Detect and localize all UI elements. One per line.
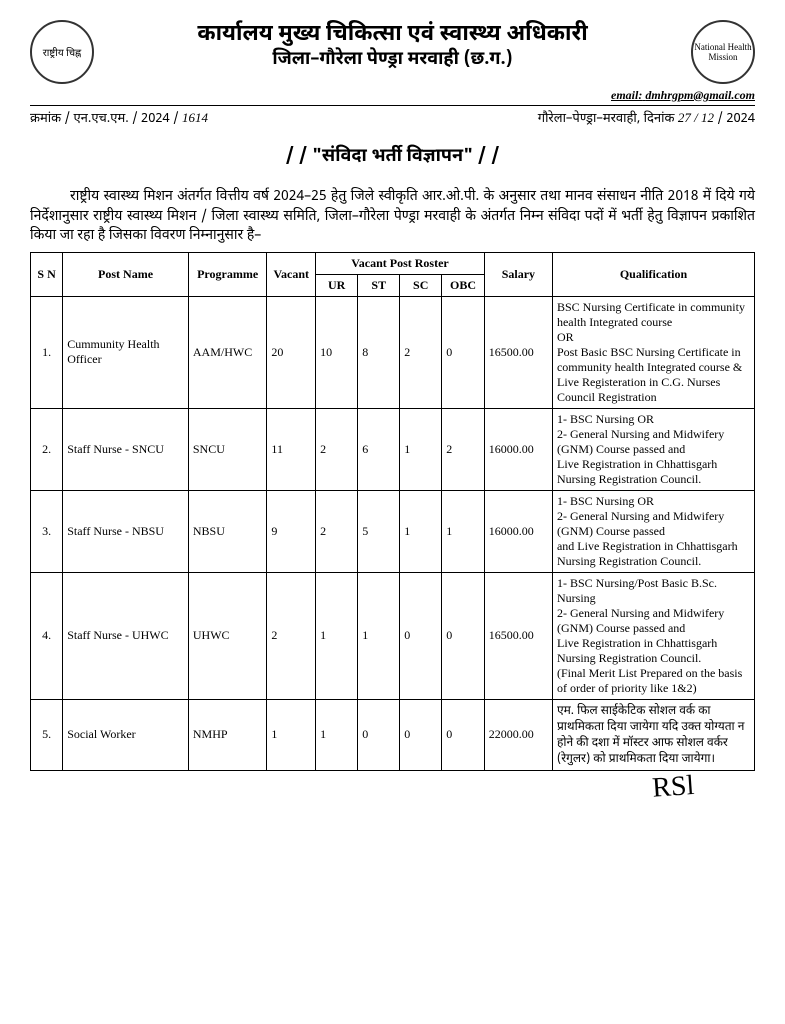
nhm-logo-icon: National Health Mission [691, 20, 755, 84]
table-row: 5.Social WorkerNMHP1100022000.00एम. फिल … [31, 699, 755, 770]
th-salary: Salary [484, 252, 552, 296]
th-st: ST [358, 274, 400, 296]
cell-sn: 1. [31, 296, 63, 408]
cell-obc: 1 [442, 490, 485, 572]
th-sc: SC [400, 274, 442, 296]
cell-post: Staff Nurse - SNCU [63, 408, 189, 490]
cell-st: 8 [358, 296, 400, 408]
email-value: dmhrgpm@gmail.com [645, 88, 755, 102]
reference-row: क्रमांक / एन.एच.एम. / 2024 / 1614 गौरेला… [30, 105, 755, 128]
notice-title: / / "संविदा भर्ती विज्ञापन" / / [30, 146, 755, 169]
cell-vacant: 9 [267, 490, 316, 572]
cell-programme: NBSU [188, 490, 267, 572]
cell-programme: UHWC [188, 572, 267, 699]
table-header-row-1: S N Post Name Programme Vacant Vacant Po… [31, 252, 755, 274]
ref-right: गौरेला–पेण्ड्रा–मरवाही, दिनांक 27 / 12 /… [538, 110, 755, 128]
cell-programme: AAM/HWC [188, 296, 267, 408]
cell-programme: SNCU [188, 408, 267, 490]
cell-st: 6 [358, 408, 400, 490]
cell-qualification: एम. फिल साईकेटिक सोशल वर्क का प्राथमिकता… [552, 699, 754, 770]
cell-st: 5 [358, 490, 400, 572]
cell-salary: 16000.00 [484, 490, 552, 572]
table-row: 3.Staff Nurse - NBSUNBSU9251116000.001- … [31, 490, 755, 572]
district-title: जिला–गौरेला पेण्ड्रा मरवाही (छ.ग.) [104, 49, 681, 72]
ref-date-hand: 27 / 12 [678, 110, 714, 125]
th-qualification: Qualification [552, 252, 754, 296]
th-ur: UR [316, 274, 358, 296]
vacancy-table: S N Post Name Programme Vacant Vacant Po… [30, 252, 755, 771]
cell-sc: 2 [400, 296, 442, 408]
th-programme: Programme [188, 252, 267, 296]
cell-st: 1 [358, 572, 400, 699]
cell-ur: 10 [316, 296, 358, 408]
cell-salary: 22000.00 [484, 699, 552, 770]
th-roster: Vacant Post Roster [316, 252, 485, 274]
cell-vacant: 11 [267, 408, 316, 490]
signature: RSl [30, 766, 755, 848]
email-label: email: [611, 88, 642, 102]
office-title: कार्यालय मुख्य चिकित्सा एवं स्वास्थ्य अध… [104, 20, 681, 49]
header-titles: कार्यालय मुख्य चिकित्सा एवं स्वास्थ्य अध… [104, 20, 681, 72]
cell-sn: 3. [31, 490, 63, 572]
cell-programme: NMHP [188, 699, 267, 770]
cell-ur: 2 [316, 408, 358, 490]
ref-right-pre: गौरेला–पेण्ड्रा–मरवाही, दिनांक [538, 111, 675, 128]
ref-left: क्रमांक / एन.एच.एम. / 2024 / 1614 [30, 110, 208, 128]
th-obc: OBC [442, 274, 485, 296]
cell-sc: 0 [400, 572, 442, 699]
cell-post: Staff Nurse - NBSU [63, 490, 189, 572]
cell-salary: 16000.00 [484, 408, 552, 490]
cell-sc: 1 [400, 490, 442, 572]
intro-paragraph: राष्ट्रीय स्वास्थ्य मिशन अंतर्गत वित्तीय… [30, 187, 755, 246]
table-row: 1.Cummunity Health OfficerAAM/HWC2010820… [31, 296, 755, 408]
cell-sc: 0 [400, 699, 442, 770]
ref-right-post: / 2024 [717, 111, 755, 128]
cell-obc: 2 [442, 408, 485, 490]
cell-vacant: 20 [267, 296, 316, 408]
cell-post: Staff Nurse - UHWC [63, 572, 189, 699]
cell-ur: 1 [316, 572, 358, 699]
cell-st: 0 [358, 699, 400, 770]
cell-vacant: 2 [267, 572, 316, 699]
cell-ur: 1 [316, 699, 358, 770]
emblem-label: राष्ट्रीय चिह्न [43, 45, 82, 59]
cell-qualification: 1- BSC Nursing OR 2- General Nursing and… [552, 490, 754, 572]
header: राष्ट्रीय चिह्न कार्यालय मुख्य चिकित्सा … [30, 20, 755, 84]
cell-qualification: BSC Nursing Certificate in community hea… [552, 296, 754, 408]
cell-ur: 2 [316, 490, 358, 572]
cell-sn: 4. [31, 572, 63, 699]
cell-sn: 5. [31, 699, 63, 770]
cell-sn: 2. [31, 408, 63, 490]
nhm-label: National Health Mission [693, 42, 753, 62]
cell-obc: 0 [442, 296, 485, 408]
cell-salary: 16500.00 [484, 572, 552, 699]
email-line: email: dmhrgpm@gmail.com [30, 88, 755, 103]
ref-left-pre: क्रमांक / एन.एच.एम. / 2024 / [30, 111, 179, 128]
th-sn: S N [31, 252, 63, 296]
cell-qualification: 1- BSC Nursing/Post Basic B.Sc. Nursing … [552, 572, 754, 699]
cell-vacant: 1 [267, 699, 316, 770]
th-vacant: Vacant [267, 252, 316, 296]
table-row: 2.Staff Nurse - SNCUSNCU11261216000.001-… [31, 408, 755, 490]
ref-number-hand: 1614 [182, 110, 208, 125]
cell-obc: 0 [442, 699, 485, 770]
cell-sc: 1 [400, 408, 442, 490]
table-body: 1.Cummunity Health OfficerAAM/HWC2010820… [31, 296, 755, 770]
cell-post: Social Worker [63, 699, 189, 770]
govt-emblem-icon: राष्ट्रीय चिह्न [30, 20, 94, 84]
table-row: 4.Staff Nurse - UHWCUHWC2110016500.001- … [31, 572, 755, 699]
cell-qualification: 1- BSC Nursing OR 2- General Nursing and… [552, 408, 754, 490]
cell-obc: 0 [442, 572, 485, 699]
cell-salary: 16500.00 [484, 296, 552, 408]
th-post: Post Name [63, 252, 189, 296]
cell-post: Cummunity Health Officer [63, 296, 189, 408]
